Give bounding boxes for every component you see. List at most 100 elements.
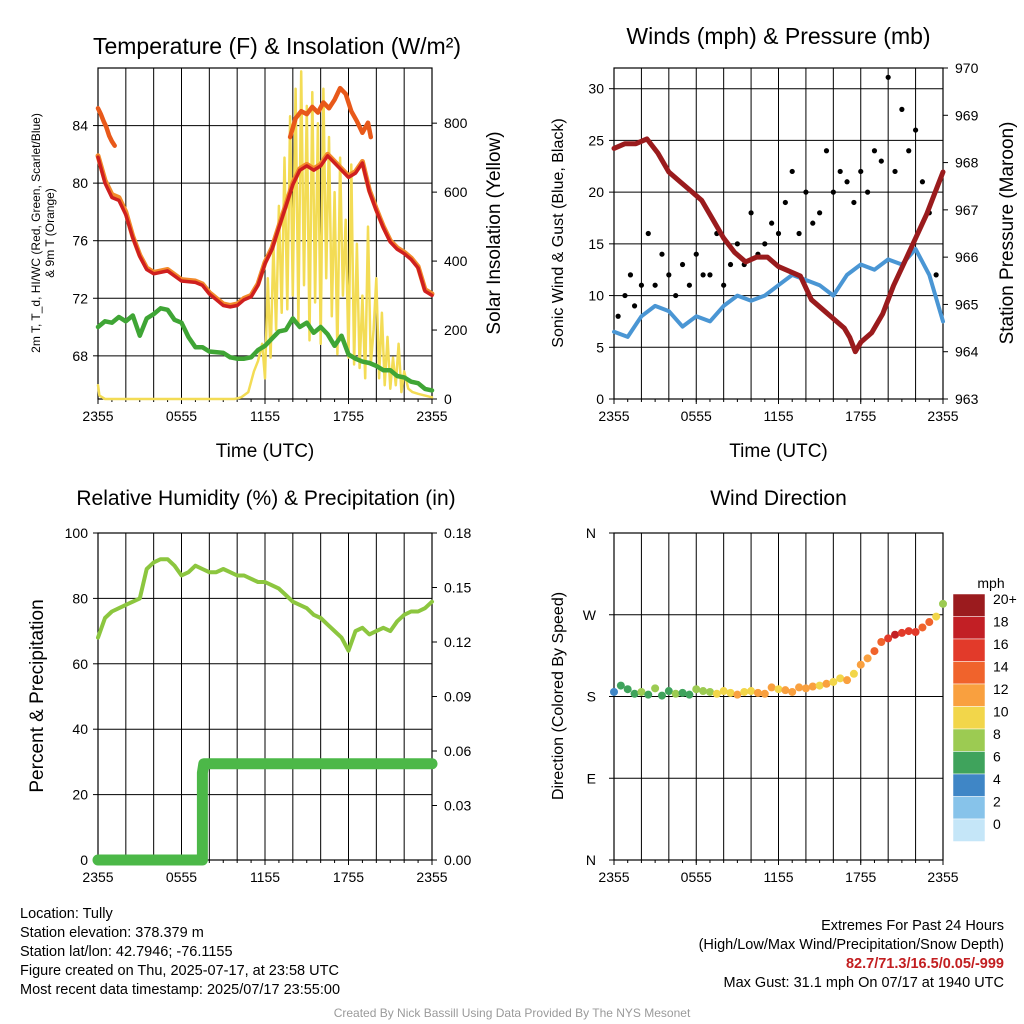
gust-point [844,179,850,185]
gust-point [615,313,621,319]
colorbar-swatch [952,796,986,820]
y-tick-label-left: 76 [72,233,88,249]
pressure-series [611,136,946,355]
y-axis-label-left: Direction (Colored By Speed) [550,592,567,800]
y-tick-label-left: 5 [596,339,604,355]
temp-series [96,154,434,309]
extremes-values: 82.7/71.3/16.5/0.05/-999 [845,956,1004,972]
y-axis-label-right: Solar Insolation (Yellow) [484,131,505,334]
y-axis-label-line: & 9m T (Orange) [43,188,57,278]
x-tick-label: 1155 [763,408,793,424]
colorbar-label: 4 [993,771,1001,787]
wind-direction-point [918,623,927,632]
y-tick-label-left: 100 [65,525,89,541]
gust-point [837,168,843,175]
y-tick-label-left: N [586,525,596,541]
y-axis-label-left: 2m T, T_d, HI/WC (Red, Green, Scarlet/Bl… [29,113,57,353]
colorbar-swatch [952,661,986,685]
wind-direction-point [644,690,653,699]
x-tick-label: 2355 [927,869,958,885]
x-tick-label: 0555 [681,869,712,885]
y-tick-label-right: 0.18 [444,525,471,541]
colorbar-label: 20+ [993,591,1017,607]
wind-direction-point [685,690,694,699]
gust-point [727,261,734,268]
wind-direction-point [726,688,735,697]
wind-direction-point [774,685,783,694]
y-tick-label-left: 60 [72,656,88,672]
colorbar-label: 12 [993,681,1009,697]
x-tick-label: 2355 [598,869,629,885]
gust-point [645,230,651,237]
recent-data-text: Most recent data timestamp: 2025/07/17 2… [20,982,341,998]
station-info: Location: Tully Station elevation: 378.3… [20,905,340,1000]
latlon-text: Station lat/lon: 42.7946; -76.1155 [20,944,233,960]
wind-direction-point [664,687,673,696]
x-axis-label: Time (UTC) [729,441,828,462]
wind-direction-point [610,687,618,696]
wind-direction-point [822,679,831,688]
gust-point [865,189,871,195]
y-tick-label-left: N [586,852,596,868]
gust-point [878,158,884,164]
wind-series [612,247,945,339]
gust-point [912,127,919,133]
wind-direction-point [788,687,797,696]
y-axis-label-left: Percent & Precipitation [27,599,48,792]
colorbar-label: 0 [993,816,1001,832]
colorbar-swatch [952,706,986,730]
gust-point [679,261,686,268]
y-tick-label-left: 20 [72,787,88,803]
rh-series [96,557,434,653]
colorbar-label: 8 [993,726,1001,742]
y-tick-label-left: 20 [588,184,604,200]
colorbar-label: 2 [993,794,1001,810]
y-tick-label-left: 25 [588,132,604,148]
gust-point [693,251,699,257]
y-axis-label-line: 2m T, T_d, HI/WC (Red, Green, Scarlet/Bl… [29,113,43,353]
y-tick-label-left: 72 [72,290,88,306]
y-tick-label-right: 968 [955,155,979,171]
precip-series [92,758,438,866]
colorbar-swatch [952,593,986,617]
x-tick-label: 0555 [166,408,197,424]
wind-direction-point [719,687,728,696]
wind-direction-point [671,689,680,698]
wind-direction-point [849,669,858,678]
wind-direction-point [808,682,817,691]
colorbar-swatch [952,638,986,662]
credit-text: Created By Nick Bassill Using Data Provi… [333,1006,691,1020]
y-tick-label-right: 965 [955,296,979,312]
wind-direction-point [699,687,708,696]
location-text: Location: Tully [20,906,113,922]
dewpoint-series [95,306,435,393]
gust-point [789,168,795,175]
gust-point [627,272,634,278]
x-tick-label: 2355 [598,408,629,424]
colorbar-swatch [952,751,986,775]
y-tick-label-left: 84 [72,118,88,134]
gust-point [638,282,645,288]
gust-point [830,189,836,195]
wind-direction-point [795,683,804,692]
y-tick-label-right: 970 [955,60,979,76]
gust-point [775,230,782,237]
x-tick-label: 0555 [166,869,197,885]
gust-point [631,303,638,309]
y-tick-label-right: 0.09 [444,689,471,705]
y-tick-label-right: 400 [444,253,468,269]
temperature-chart-title: Temperature (F) & Insolation (W/m²) [93,33,461,59]
humidity-chart-title: Relative Humidity (%) & Precipitation (i… [76,487,455,510]
gust-point [933,272,939,278]
gust-point [823,148,830,154]
gust-point [762,241,768,247]
colorbar-label: 10 [993,704,1009,720]
wind-direction-point [630,689,639,698]
x-tick-label: 2355 [82,408,113,424]
humidity-chart: 2355 0555 1155 1755 23550204060801000.000.03… [27,487,471,885]
x-tick-label: 2355 [82,869,113,885]
y-tick-label-left: 30 [588,81,604,97]
wind-direction-point [897,628,906,637]
